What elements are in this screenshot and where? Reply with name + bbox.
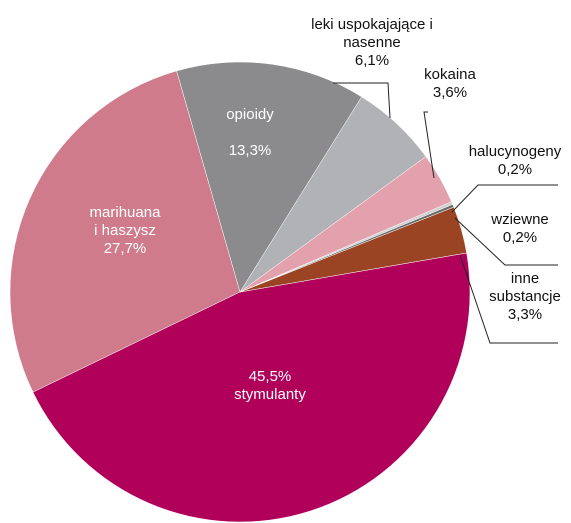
leader-line — [423, 111, 435, 179]
slice-label: kokaina 3,6% — [410, 66, 490, 102]
leader-line — [459, 254, 558, 344]
leader-line — [454, 217, 558, 266]
slice-label: leki uspokajające i nasenne 6,1% — [311, 16, 433, 70]
value-label: 0,2% — [497, 161, 533, 178]
value-label: 45,5% — [248, 368, 292, 385]
value-label: 27,7% — [103, 240, 147, 257]
slice-label: inne substancje 3,3% — [487, 270, 563, 324]
category-label: stymulanty — [234, 386, 306, 403]
slice-label: 45,5% stymulanty — [215, 368, 325, 404]
category-label: opioidy — [226, 106, 274, 123]
value-label: 0,2% — [502, 229, 538, 246]
leader-lines — [333, 82, 558, 344]
slice-label: marihuana i haszysz 27,7% — [87, 204, 163, 258]
category-label: wziewne — [491, 211, 549, 228]
slice-label: wziewne 0,2% — [475, 211, 565, 247]
value-label: 6,1% — [354, 52, 390, 69]
pie-slice — [32, 252, 471, 523]
pie-slice — [176, 61, 362, 293]
category-label: inne substancje — [489, 270, 561, 305]
value-label: 3,3% — [507, 306, 543, 323]
category-label: halucynogeny — [468, 143, 562, 160]
value-label: 13,3% — [228, 142, 272, 159]
slice-label: halucynogeny 0,2% — [460, 143, 570, 179]
category-label: marihuana i haszysz — [89, 204, 161, 239]
category-label: leki uspokajające i nasenne — [311, 16, 433, 51]
leader-line — [451, 184, 558, 213]
value-label: 3,6% — [432, 84, 468, 101]
leader-line — [333, 82, 391, 119]
category-label: kokaina — [424, 66, 476, 83]
pie-slice — [9, 70, 241, 393]
slice-label: opioidy 13,3% — [200, 106, 300, 160]
